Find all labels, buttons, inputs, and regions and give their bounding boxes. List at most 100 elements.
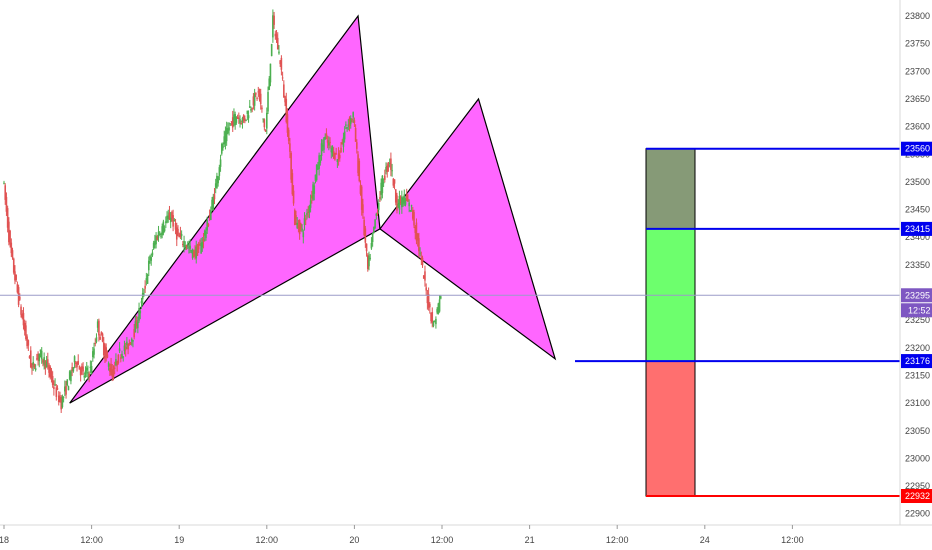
- candle-body: [240, 123, 243, 125]
- candle-body: [396, 195, 398, 211]
- candle-body: [150, 257, 153, 261]
- candle-body: [47, 359, 49, 364]
- candle-body: [385, 166, 387, 171]
- y-tick-label: 23150: [905, 370, 930, 380]
- y-tick-label: 23000: [905, 453, 930, 463]
- candle-body: [22, 312, 25, 326]
- candle-body: [102, 342, 105, 356]
- pattern-bcd-triangle[interactable]: [379, 97, 557, 361]
- candle-body: [62, 396, 65, 398]
- candle-body: [399, 196, 402, 203]
- candle-body: [25, 325, 27, 340]
- candle-body: [207, 224, 210, 226]
- y-tick-label: 23200: [905, 343, 930, 353]
- candle-body: [14, 271, 16, 281]
- candle-body: [331, 147, 334, 154]
- candle-body: [34, 368, 37, 371]
- candle-body: [206, 219, 208, 231]
- candle-body: [194, 249, 196, 255]
- candle-body: [106, 354, 109, 358]
- candle-body: [134, 321, 137, 333]
- candle-body: [346, 127, 348, 129]
- candle-body: [401, 197, 403, 208]
- candle-body: [352, 112, 354, 118]
- candle-body: [113, 367, 116, 370]
- candle-body: [116, 361, 118, 366]
- candle-body: [144, 285, 146, 289]
- candle-body: [145, 278, 148, 281]
- position-box-target-2[interactable]: [645, 148, 696, 230]
- candle-body: [313, 185, 316, 194]
- candle-body: [222, 146, 224, 149]
- candle-body: [393, 179, 396, 184]
- candle-body: [32, 361, 34, 365]
- candle-body: [160, 235, 162, 237]
- candle-body: [370, 243, 373, 249]
- candle-body: [154, 241, 156, 245]
- y-tick-label: 22900: [905, 509, 930, 519]
- candle-body: [284, 96, 286, 103]
- candle-body: [238, 117, 240, 119]
- candle-body: [205, 231, 207, 239]
- candle-body: [27, 340, 30, 346]
- candle-body: [230, 121, 233, 123]
- candle-body: [236, 117, 239, 119]
- candle-body: [123, 345, 126, 351]
- candle-body: [165, 221, 167, 223]
- y-tick-label: 23450: [905, 205, 930, 215]
- position-box-stop-loss[interactable]: [645, 360, 696, 497]
- candle-body: [191, 249, 194, 259]
- candle-body: [20, 306, 22, 315]
- candle-body: [246, 110, 249, 114]
- x-tick-label: 12:00: [606, 535, 629, 545]
- candle-body: [54, 384, 56, 386]
- x-tick-label: 24: [700, 535, 710, 545]
- level-price-tag-text: 23560: [905, 144, 930, 154]
- candle-body: [438, 299, 441, 312]
- x-tick-label: 12:00: [431, 535, 454, 545]
- candle-body: [213, 194, 216, 200]
- candle-body: [311, 195, 313, 199]
- candle-body: [353, 120, 356, 124]
- candle-body: [156, 236, 159, 240]
- candle-body: [413, 212, 415, 226]
- candle-body: [368, 255, 370, 267]
- candle-body: [235, 116, 238, 123]
- candle-body: [354, 127, 357, 142]
- candle-body: [83, 375, 86, 378]
- candle-body: [183, 240, 185, 247]
- candle-body: [433, 321, 436, 323]
- candle-body: [139, 310, 142, 314]
- candle-body: [268, 78, 271, 90]
- candle-body: [253, 93, 256, 106]
- candle-body: [297, 224, 300, 228]
- candle-body: [307, 212, 309, 214]
- candle-body: [291, 173, 294, 195]
- candle-body: [5, 196, 8, 212]
- candle-body: [427, 293, 430, 308]
- candle-body: [356, 142, 358, 149]
- candle-body: [4, 185, 7, 200]
- candle-body: [276, 37, 279, 50]
- candle-body: [429, 303, 431, 308]
- candle-body: [362, 204, 364, 214]
- y-tick-label: 22950: [905, 481, 930, 491]
- candle-body: [45, 361, 48, 368]
- candle-body: [426, 296, 429, 304]
- candle-body: [270, 43, 273, 57]
- candle-body: [264, 129, 267, 132]
- candle-body: [42, 360, 44, 363]
- candle-body: [155, 235, 157, 245]
- candle-body: [425, 287, 427, 291]
- candle-body: [365, 243, 368, 252]
- candle-body: [324, 136, 326, 140]
- candle-body: [286, 114, 289, 133]
- candle-body: [96, 321, 99, 328]
- candle-body: [127, 343, 129, 350]
- candle-body: [293, 210, 296, 225]
- candle-body: [384, 175, 386, 180]
- candle-body: [210, 209, 212, 221]
- candle-body: [72, 367, 75, 372]
